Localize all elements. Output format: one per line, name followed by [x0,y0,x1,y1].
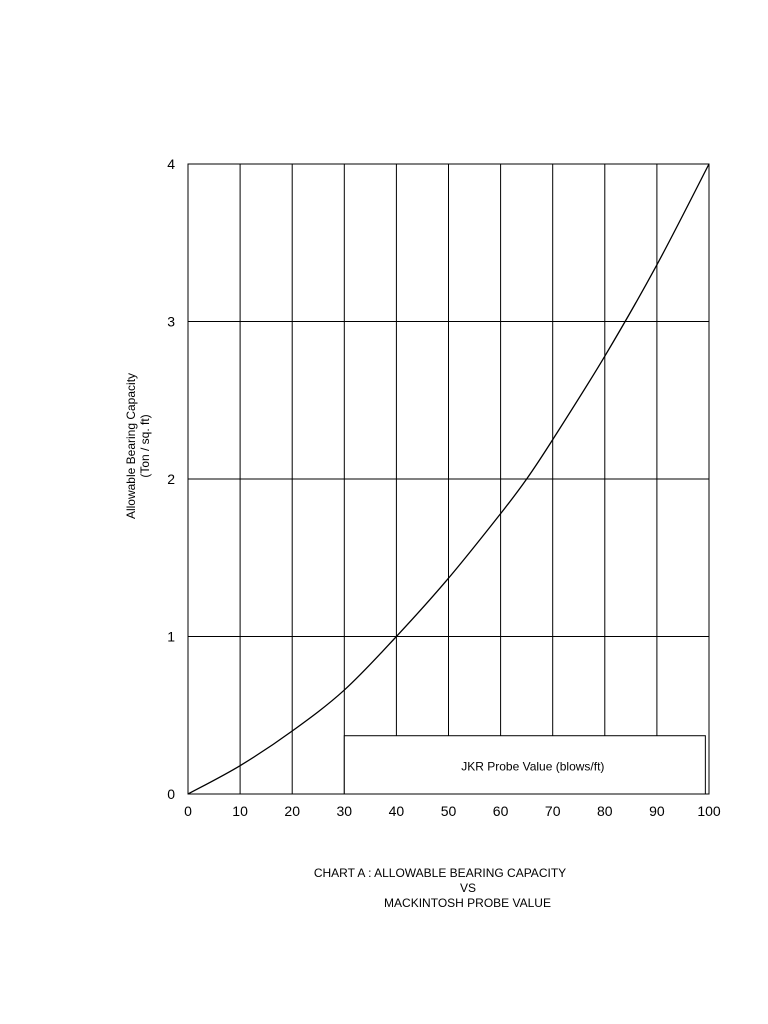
x-tick-label: 0 [184,803,192,819]
x-tick-label: 100 [697,803,721,819]
y-axis-label-line: Allowable Bearing Capacity [124,373,138,519]
y-tick-label: 2 [167,471,175,487]
caption-line-3: MACKINTOSH PROBE VALUE [384,896,551,910]
y-tick-label: 0 [167,786,175,802]
x-tick-label: 50 [441,803,457,819]
x-tick-label: 70 [545,803,561,819]
chart-tick-labels: 0 10 20 30 40 50 60 70 80 90 100 0 1 2 3 4 [167,156,721,819]
y-tick-label: 3 [167,314,175,330]
y-tick-label: 4 [167,156,175,172]
chart-grid [187,163,710,795]
y-axis-label-line: (Ton / sq. ft) [138,414,152,477]
x-tick-label: 20 [284,803,300,819]
x-axis-label-box [343,735,706,795]
x-tick-label: 80 [597,803,613,819]
x-axis-label: JKR Probe Value (blows/ft) [461,759,604,773]
x-tick-label: 30 [337,803,353,819]
x-tick-label: 10 [232,803,248,819]
chart-caption: CHART A : ALLOWABLE BEARING CAPACITY VS … [300,866,580,911]
chart-series [187,163,710,795]
caption-line-1: CHART A : ALLOWABLE BEARING CAPACITY [313,866,567,880]
x-tick-label: 90 [649,803,665,819]
x-tick-label: 40 [389,803,405,819]
x-tick-label: 60 [493,803,509,819]
caption-line-2: VS [459,881,476,895]
bearing-capacity-curve [187,163,710,795]
y-axis-label: Allowable Bearing Capacity(Ton / sq. ft) [124,373,152,519]
y-tick-label: 1 [167,629,175,645]
